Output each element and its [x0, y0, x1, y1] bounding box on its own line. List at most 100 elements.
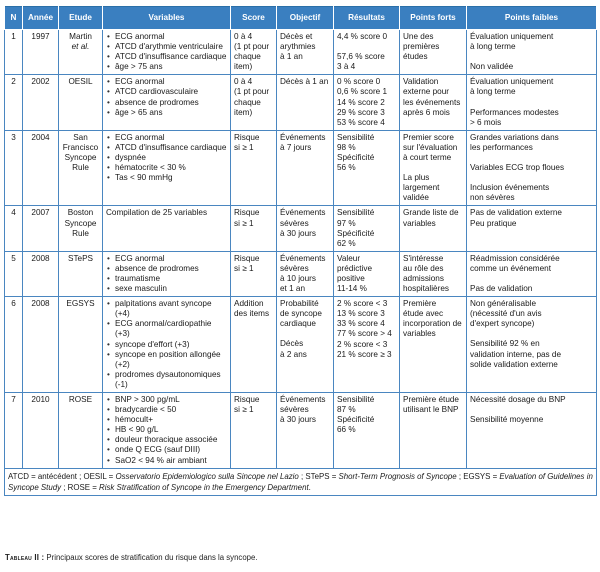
cell-line: à 7 jours: [280, 142, 312, 152]
study-name: ROSE: [68, 395, 93, 404]
cell-line: hospitalières: [403, 284, 449, 294]
cell-line: 33 % score 4: [337, 319, 385, 329]
cell-line: au rôle des: [403, 263, 444, 273]
cell-line: comme un événement: [470, 263, 552, 273]
cell-line: étude avec: [403, 309, 444, 319]
column-header: Score: [230, 6, 277, 30]
results-cell: 4,4 % score 0 57,6 % score 3 à 4: [333, 28, 400, 76]
cell-line: 66 %: [337, 425, 356, 435]
cell-line: utilisant le BNP: [403, 405, 459, 415]
list-item: ECG anormal: [106, 77, 227, 87]
cell-line: Sensibilité: [337, 132, 375, 142]
cell-line: Événements: [280, 208, 326, 218]
list-item: bradycardie < 50: [106, 405, 227, 415]
cell-line: sévères: [280, 405, 309, 415]
cell-line: Décès et: [280, 32, 313, 41]
cell-line: Évaluation uniquement: [470, 32, 554, 41]
list-item: âge > 75 ans: [106, 62, 227, 72]
study-name: Rule: [72, 163, 89, 173]
study-name: et al.: [71, 42, 90, 52]
list-item: ECG anormal: [106, 32, 227, 42]
year-cell: 2008: [22, 250, 59, 298]
cell-line: Décès à 1 an: [280, 77, 329, 87]
study-name: OESIL: [68, 77, 93, 87]
list-item: SaO2 < 94 % air ambiant: [106, 456, 227, 466]
list-item: prodromes dysautonomiques (-1): [106, 370, 227, 390]
cell-line: arythmies: [280, 42, 316, 52]
cell-line: Inclusion événements: [470, 183, 550, 193]
cell-line: 4,4 % score 0: [337, 32, 388, 41]
list-item: ECG anormal/cardiopathie (+3): [106, 319, 227, 339]
cell-line: à long terme: [470, 87, 516, 97]
list-item: ECG anormal: [106, 133, 227, 143]
list-item: Tas < 90 mmHg: [106, 173, 227, 183]
study-cell: San Francisco Syncope Rule: [58, 129, 103, 207]
variables-cell: ECG anormalATCD cardiovasculaireabsence …: [102, 74, 231, 131]
weaknesses-cell: Évaluation uniquement à long terme Non val…: [466, 28, 597, 76]
table-header-row: N Année Etude Variables Score Objectif Résulta…: [4, 6, 597, 30]
year-cell: 2004: [22, 129, 59, 207]
table-row: 4 2007 Boston Syncope Rule Compilation de 25 …: [4, 205, 597, 252]
weaknesses-cell: Réadmission considérée comme un événement…: [466, 250, 597, 298]
results-cell: 0 % score 0 0,6 % score 1 14 % score 2 29 %…: [333, 74, 400, 131]
objective-cell: Événements sévères à 30 jours: [276, 392, 334, 469]
cell-line: Addition: [234, 299, 264, 309]
cell-line: non sévères: [470, 193, 515, 203]
study-name: STePS: [67, 253, 94, 263]
list-item: absence de prodromes: [106, 98, 227, 108]
score-cell: 0 à 4 (1 pt pour chaque item): [230, 28, 277, 76]
cell-line: Spécificité: [337, 228, 375, 238]
cell-line: 3 à 4: [337, 62, 356, 72]
list-item: âge > 65 ans: [106, 108, 227, 118]
footnote-egsys: Evaluation of Guidelines in Syncope Stud…: [8, 471, 593, 492]
footnote-text: ATCD = antécédent ; OESIL =: [8, 471, 116, 481]
row-number: 4: [4, 205, 23, 252]
cell-line: Événements: [280, 132, 326, 142]
column-header: Points faibles: [466, 6, 597, 30]
cell-line: sévères: [280, 263, 309, 273]
list-item: hémocult+: [106, 415, 227, 425]
strengths-cell: Une des premières études: [399, 28, 467, 76]
cell-line: Pas de validation externe: [470, 208, 562, 218]
cell-line: si ≥ 1: [234, 405, 254, 415]
abbreviations-footnote: ATCD = antécédent ; OESIL = Osservatorio…: [4, 467, 597, 496]
objective-cell: Événements sévères à 10 jours et 1 an: [276, 250, 334, 298]
objective-cell: Décès et arythmies à 1 an: [276, 28, 334, 76]
cell-line: (1 pt pour: [234, 87, 270, 97]
column-header: Année: [22, 6, 59, 30]
cell-line: 0 % score 0: [337, 77, 381, 87]
cell-line: variables: [403, 218, 436, 228]
study-cell: OESIL: [58, 74, 103, 131]
cell-line: Non généralisable: [470, 299, 536, 309]
list-item: traumatisme: [106, 274, 227, 284]
cell-line: à court terme: [403, 153, 452, 163]
weaknesses-cell: Évaluation uniquement à long terme Perform…: [466, 74, 597, 131]
cell-line: 98 %: [337, 142, 356, 152]
strengths-cell: Validation externe pour les événements aprè…: [399, 74, 467, 131]
cell-line: à 2 ans: [280, 349, 307, 359]
strengths-cell: Première étude avec incorporation de variab…: [399, 296, 467, 393]
variables-cell: ECG anormalATCD d'insuffisance cardiaque…: [102, 129, 231, 207]
objective-cell: Événements à 7 jours: [276, 129, 334, 207]
cell-line: sévères: [280, 218, 309, 228]
cell-line: les événements: [403, 97, 461, 107]
cell-line: Spécificité: [337, 415, 375, 425]
cell-line: de syncope: [280, 309, 322, 319]
list-item: BNP > 300 pg/mL: [106, 395, 227, 405]
study-name: Syncope: [64, 153, 97, 163]
footnote-text: ; EGSYS =: [456, 471, 500, 481]
variable-list: ECG anormalATCD cardiovasculaireabsence …: [106, 77, 227, 117]
column-header: Objectif: [276, 6, 334, 30]
cell-line: 2 % score < 3: [337, 299, 388, 309]
list-item: sexe masculin: [106, 284, 227, 294]
results-cell: Sensibilité 97 % Spécificité 62 %: [333, 205, 400, 252]
variable-list: ECG anormalabsence de prodromestraumatis…: [106, 254, 227, 294]
weaknesses-cell: Grandes variations dans les performances V…: [466, 129, 597, 207]
spacer: [470, 329, 593, 339]
cell-line: 13 % score 3: [337, 309, 385, 319]
list-item: syncope d'effort (+3): [106, 340, 227, 350]
row-number: 2: [4, 74, 23, 131]
cell-line: Événements: [280, 395, 326, 404]
